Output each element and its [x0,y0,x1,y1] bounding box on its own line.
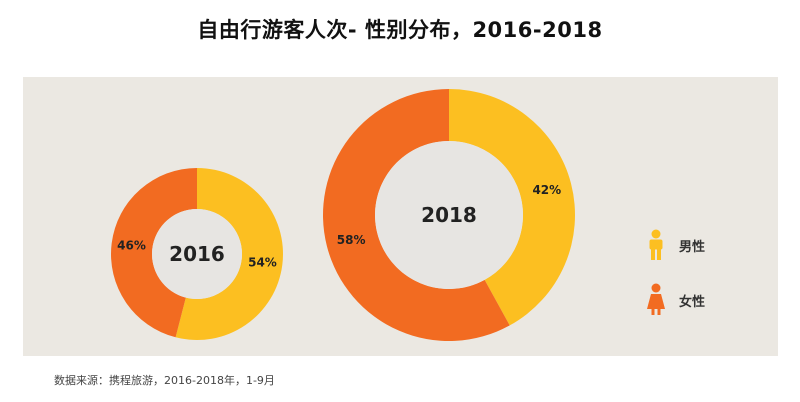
male-person-icon [649,229,663,260]
data-label-2016-male: 54% [248,255,277,269]
source-note: 数据来源：携程旅游，2016-2018年，1-9月 [54,374,275,387]
chart-panel: 54% 46% 2016 42% 58% 2018 男性 女性 [23,77,778,356]
legend-label-female: 女性 [679,294,705,310]
donut-hole-2018 [375,141,523,289]
slice-2018-male [449,89,576,326]
donut-charts-svg: 54% 46% 2016 42% 58% 2018 男性 女性 [111,89,705,341]
legend: 男性 女性 [647,229,705,315]
data-label-2016-female: 46% [117,239,146,253]
year-label-2016: 2016 [169,242,225,266]
chart-title: 自由行游客人次- 性别分布，2016-2018 [197,18,603,42]
donut-2016: 54% 46% 2016 [111,168,284,341]
legend-item-female: 女性 [647,283,705,315]
donut-hole-2016 [152,209,242,299]
data-label-2018-female: 58% [337,233,366,247]
legend-label-male: 男性 [679,239,705,255]
year-label-2018: 2018 [421,203,477,227]
slice-2018-female [323,89,510,341]
donut-2018: 42% 58% 2018 [323,89,576,341]
slice-2016-male [175,168,284,341]
data-label-2018-male: 42% [532,183,561,197]
female-person-icon [647,283,665,315]
legend-item-male: 男性 [649,229,705,260]
slice-2016-female [111,168,197,338]
